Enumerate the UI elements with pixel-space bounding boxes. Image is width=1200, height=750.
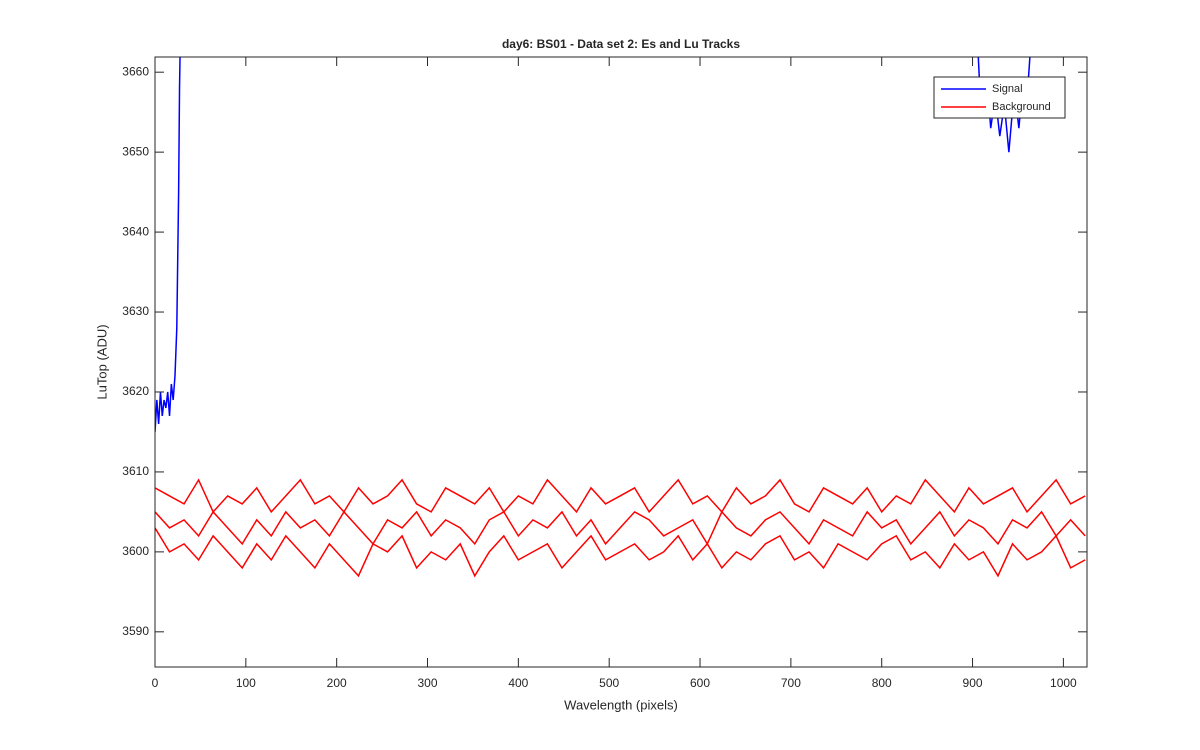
x-tick-label: 1000 (1050, 676, 1077, 690)
series-line (155, 478, 1086, 514)
y-tick-label: 3590 (122, 624, 149, 638)
axes-box (154, 56, 1088, 668)
x-tick-label: 500 (599, 676, 619, 690)
y-tick-label: 3650 (122, 144, 149, 158)
y-tick-label: 3640 (122, 224, 149, 238)
y-tick-label: 3600 (122, 544, 149, 558)
legend-label: Signal (992, 83, 1023, 95)
x-tick-label: 400 (508, 676, 528, 690)
x-tick-label: 0 (152, 676, 159, 690)
y-axis-label: LuTop (ADU) (94, 324, 109, 399)
y-tick-label: 3620 (122, 384, 149, 398)
x-tick-label: 600 (690, 676, 710, 690)
legend-box (933, 76, 1066, 119)
chart-title: day6: BS01 - Data set 2: Es and Lu Track… (502, 37, 740, 51)
y-tick-label: 3660 (122, 64, 149, 78)
series-line (155, 510, 1086, 546)
x-tick-label: 900 (963, 676, 983, 690)
x-axis-label: Wavelength (pixels) (564, 697, 678, 712)
y-tick-label: 3630 (122, 304, 149, 318)
x-tick-label: 200 (327, 676, 347, 690)
x-tick-label: 100 (236, 676, 256, 690)
series-line (155, 527, 1086, 578)
x-tick-label: 300 (417, 676, 437, 690)
x-tick-label: 700 (781, 676, 801, 690)
y-tick-label: 3610 (122, 464, 149, 478)
legend-label: Background (992, 101, 1051, 113)
x-tick-label: 800 (872, 676, 892, 690)
